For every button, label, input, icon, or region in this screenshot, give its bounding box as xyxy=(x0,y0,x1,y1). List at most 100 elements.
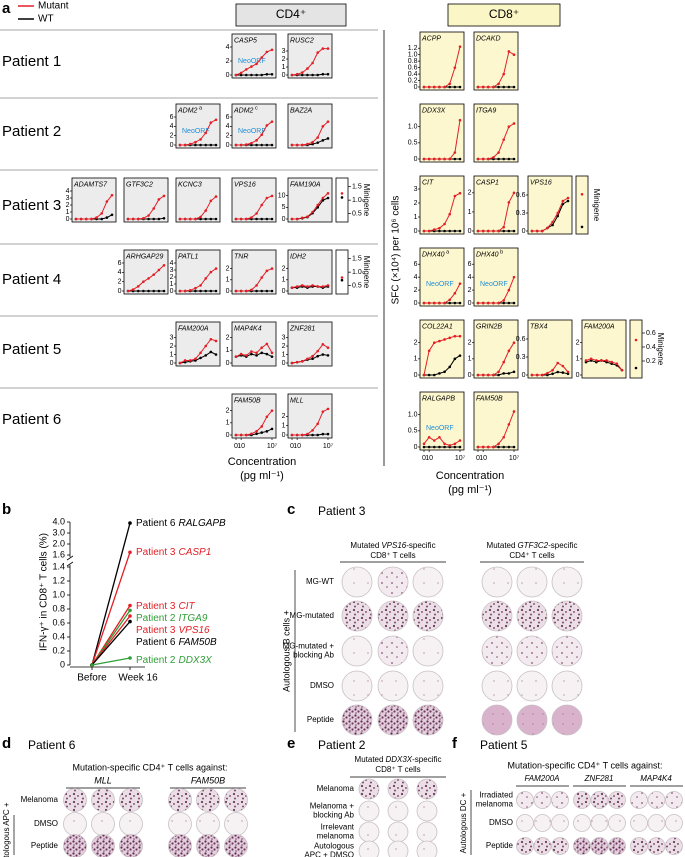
mutant-point xyxy=(142,217,145,220)
minigene-frame xyxy=(335,177,349,223)
plot-title: BAZ2A xyxy=(290,107,313,114)
target-label: FAM200A xyxy=(525,774,560,783)
y-tick-label: 0 xyxy=(226,432,230,439)
mutant-point xyxy=(239,143,243,147)
mutant-point xyxy=(432,228,436,231)
mutant-point xyxy=(566,370,570,374)
wt-point xyxy=(152,289,156,293)
wt-point xyxy=(580,225,584,229)
row-label: blocking Ab xyxy=(293,651,334,660)
plot-title: DHX40 a xyxy=(422,250,450,258)
mutant-point xyxy=(265,124,269,127)
y-axis-label: IFN-γ⁺ in CD8⁺ T cells (%) xyxy=(39,533,50,651)
mutant-point xyxy=(453,334,457,338)
wt-point xyxy=(214,289,218,293)
y-tick-label: 1 xyxy=(282,423,286,430)
x-tick-label: 10⁷ xyxy=(455,455,466,462)
plot-frame xyxy=(287,321,333,367)
mutant-point xyxy=(250,216,253,219)
mutant-point xyxy=(265,342,269,346)
wt-point xyxy=(438,445,441,449)
y-tick-label: 0.6 xyxy=(516,192,526,199)
wt-point xyxy=(432,445,436,449)
mutant-point xyxy=(270,409,274,412)
y-tick-label: 0.4 xyxy=(52,631,65,641)
y-tick-label: 1 xyxy=(414,356,418,363)
wt-point xyxy=(270,289,274,293)
wt-point xyxy=(502,372,506,375)
y-tick-label: 2 xyxy=(170,274,174,281)
well xyxy=(551,837,569,855)
x-tick-label: 10⁷ xyxy=(509,455,520,462)
wt-point xyxy=(448,85,452,89)
column-header-part: Mutated xyxy=(487,541,516,550)
mutant-point xyxy=(326,407,330,411)
well xyxy=(573,814,591,832)
y-tick-label: 10 xyxy=(278,193,286,200)
wt-point xyxy=(566,199,570,203)
wt-point xyxy=(512,370,516,374)
mutant-point xyxy=(178,361,182,365)
y-tick-label: 4 xyxy=(468,274,472,281)
mutant-point xyxy=(535,229,539,233)
header: Mutation-specific CD4⁺ T cells against: xyxy=(73,762,228,772)
y-tick-label: 2 xyxy=(170,133,174,140)
well xyxy=(516,704,548,736)
y-tick-label: 4 xyxy=(170,123,174,130)
well xyxy=(481,600,513,632)
wt-point xyxy=(194,289,197,293)
plot-frame xyxy=(581,319,627,379)
wt-point xyxy=(152,217,156,221)
mutant-point xyxy=(492,301,495,305)
wt-point xyxy=(147,289,150,293)
wt-point xyxy=(300,73,304,77)
y-tick-label: 2 xyxy=(282,265,286,272)
mutant-point xyxy=(497,82,500,86)
y-tick-label: 0 xyxy=(414,228,418,235)
mutant-point xyxy=(492,229,495,233)
mutant-point xyxy=(497,301,500,305)
wt-point xyxy=(260,143,264,147)
wt-point xyxy=(270,73,274,76)
mutant-point xyxy=(580,192,584,196)
well xyxy=(196,788,220,812)
mutant-point xyxy=(290,286,294,289)
mutant-point xyxy=(615,362,619,365)
mutant-point xyxy=(255,139,258,142)
well xyxy=(91,788,115,812)
row-label: Irrelevant xyxy=(321,823,355,832)
series-point xyxy=(128,550,132,555)
wt-point xyxy=(255,217,258,221)
mutant-point xyxy=(476,445,480,449)
x-tick-label: 0 xyxy=(476,455,480,462)
mutant-point xyxy=(204,277,208,280)
x-tick-label: 10 xyxy=(293,443,301,450)
wt-point xyxy=(199,217,202,221)
mutant-point xyxy=(340,192,344,195)
wt-point xyxy=(265,430,269,433)
mutant-point xyxy=(199,284,202,287)
mutant-point xyxy=(326,120,330,123)
plot-title-part: VPS16 xyxy=(234,181,256,188)
well xyxy=(119,788,143,812)
wt-point xyxy=(512,301,516,305)
mutant-point xyxy=(204,209,208,212)
mutant-point xyxy=(438,226,441,230)
mutant-point xyxy=(605,359,608,362)
minigene-frame xyxy=(335,249,349,295)
plot-frame xyxy=(473,247,519,307)
mutant-point xyxy=(300,360,304,363)
mutant-point xyxy=(448,444,452,447)
series-point xyxy=(128,619,132,624)
mutant-point xyxy=(199,351,202,355)
mutant-point xyxy=(295,433,299,437)
well xyxy=(551,566,583,598)
y-tick-label: 0.5 xyxy=(352,282,362,289)
well xyxy=(63,812,87,836)
wt-point xyxy=(546,373,549,377)
mutant-point xyxy=(561,364,565,368)
mutant-point xyxy=(492,156,495,159)
y-tick-label: 2 xyxy=(414,340,418,347)
mutant-point xyxy=(427,349,431,353)
mutant-point xyxy=(551,368,554,372)
